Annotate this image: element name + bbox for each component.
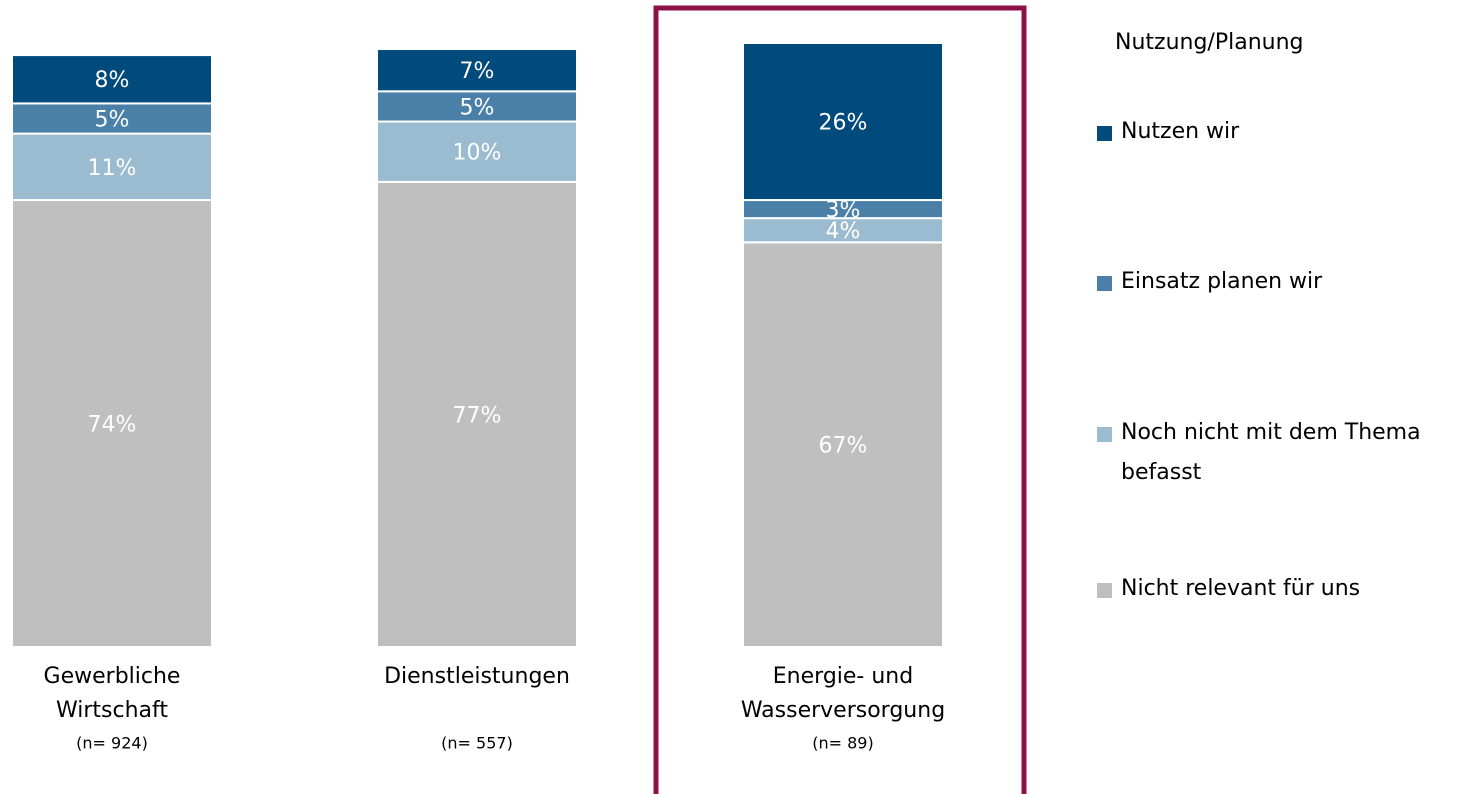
legend-item: Noch nicht mit dem Thema befasst [1097, 413, 1469, 493]
bar-segment [376, 48, 578, 93]
category-line: Wirtschaft [56, 698, 168, 723]
legend-label: Einsatz planen wir [1121, 269, 1323, 294]
legend-item: Einsatz planen wir [1097, 262, 1469, 302]
value-label: 26% [819, 111, 868, 136]
category-label: Gewerbliche Wirtschaft [44, 664, 181, 723]
bar-segment [11, 54, 213, 105]
value-label: 10% [453, 141, 502, 166]
value-label: 4% [826, 219, 861, 244]
bar-segment [11, 199, 213, 648]
category-line: Wasserversorgung [741, 698, 945, 723]
bar-segment [742, 217, 944, 244]
bar-segment [376, 120, 578, 183]
category-line: Energie- und [773, 664, 913, 689]
value-label: 8% [95, 68, 130, 93]
bar-segment [742, 42, 944, 202]
value-label: 3% [826, 198, 861, 223]
bar-segment [11, 132, 213, 202]
legend-swatch [1097, 126, 1112, 141]
chart: 74% 11% 5% 8% Gewerbliche Wirtschaft (n= 924) 7… [11, 5, 1027, 794]
sample-size: (n= 89) [812, 734, 873, 753]
category-label: Energie- und Wasserversorgung [741, 664, 945, 723]
value-label: 11% [88, 156, 137, 181]
sample-size: (n= 557) [441, 734, 513, 753]
bar-segment [376, 180, 578, 648]
legend-swatch [1097, 427, 1112, 442]
sample-size: (n= 924) [76, 734, 148, 753]
value-label: 5% [95, 108, 130, 133]
legend-title: Nutzung/Planung [1115, 30, 1304, 55]
category-label: Dienstleistungen [384, 664, 570, 689]
category-line: Gewerbliche [44, 664, 181, 689]
value-label: 67% [819, 434, 868, 459]
value-label: 74% [88, 413, 137, 438]
legend-swatch [1097, 583, 1112, 598]
highlight-frame [653, 5, 1027, 794]
legend-swatch [1097, 276, 1112, 291]
legend-label: Noch nicht mit dem Thema befasst [1121, 420, 1421, 485]
value-label: 77% [453, 403, 502, 428]
category-line: Dienstleistungen [384, 664, 570, 689]
bar-segment [742, 241, 944, 648]
bar-segment [376, 90, 578, 123]
value-label: 7% [460, 59, 495, 84]
legend-item: Nicht relevant für uns [1097, 569, 1469, 609]
legend-label: Nutzen wir [1121, 119, 1240, 144]
legend-item: Nutzen wir [1097, 112, 1469, 152]
legend-label: Nicht relevant für uns [1121, 576, 1361, 601]
value-label: 5% [460, 95, 495, 120]
